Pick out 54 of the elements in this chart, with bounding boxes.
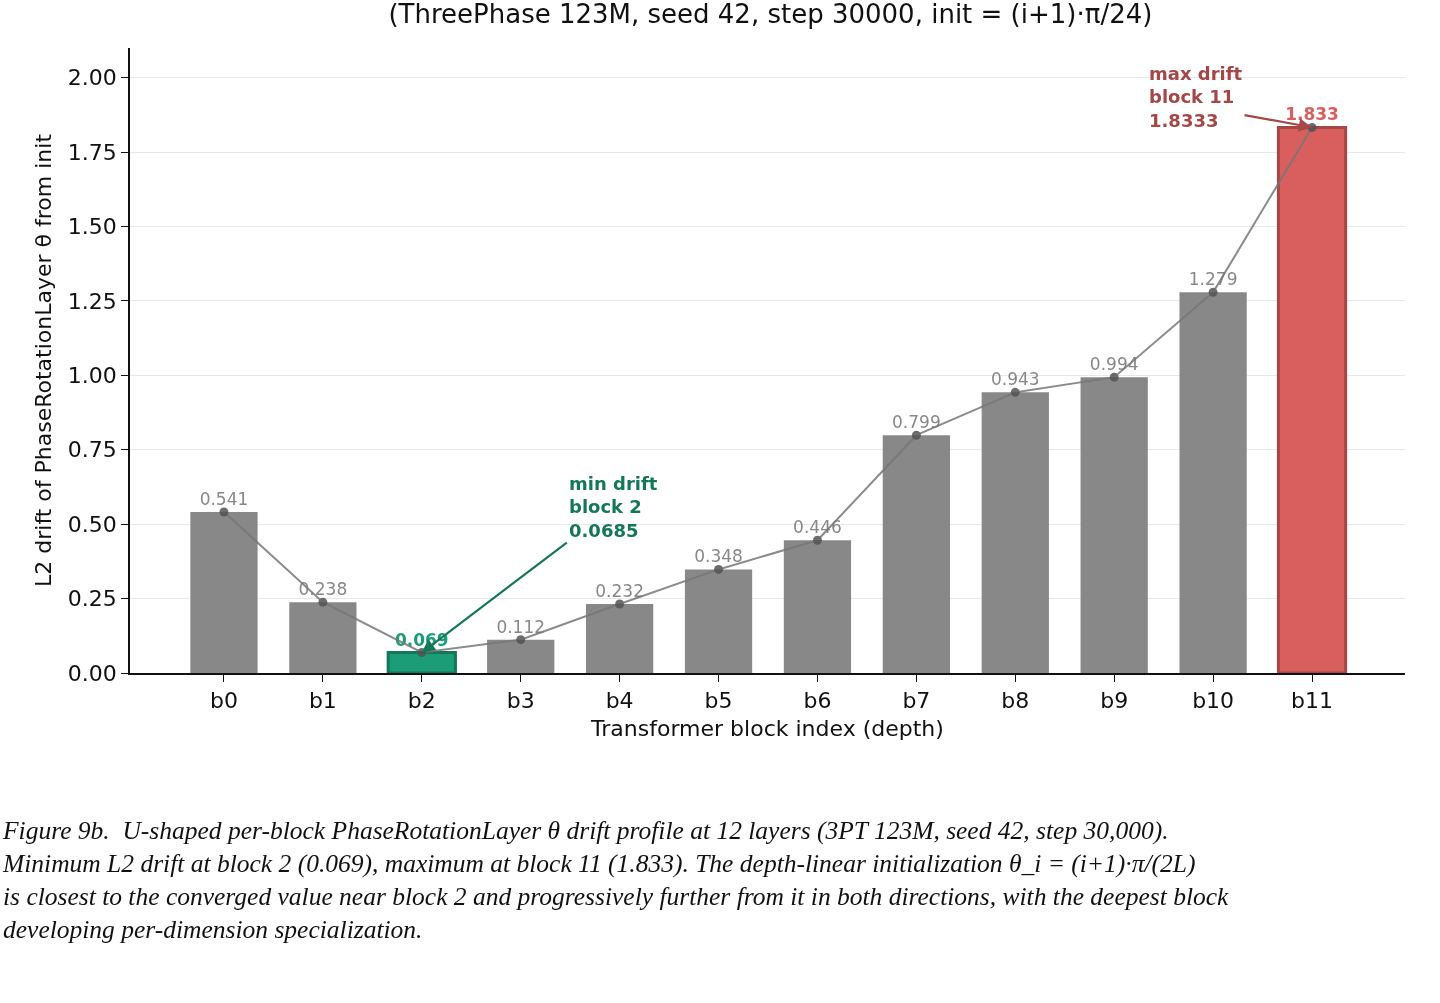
x-tick-label: b2 <box>407 688 436 714</box>
x-tick-label: b0 <box>209 688 238 714</box>
point <box>911 430 921 440</box>
point <box>318 597 328 607</box>
data-label: 0.541 <box>199 488 249 509</box>
bar <box>882 435 950 673</box>
y-tick-label: 1.25 <box>67 288 117 314</box>
x-tick-label: b4 <box>605 688 634 714</box>
y-tick-label: 2.00 <box>67 65 117 91</box>
bar <box>487 639 555 673</box>
point <box>1010 387 1020 397</box>
y-tick-label: 0.75 <box>67 437 117 463</box>
point <box>1109 372 1119 382</box>
x-tick-label: b3 <box>506 688 535 714</box>
data-label: 0.943 <box>990 369 1040 390</box>
data-label: 1.833 <box>1285 104 1339 125</box>
y-tick-label: 0.50 <box>67 511 117 537</box>
bar <box>190 511 258 673</box>
point <box>812 535 822 545</box>
data-label: 0.799 <box>892 412 941 433</box>
point <box>714 564 724 574</box>
x-tick-label: b10 <box>1192 688 1235 714</box>
data-label: 0.348 <box>694 546 743 567</box>
x-tick-label: b8 <box>1001 688 1030 714</box>
x-tick-label: b6 <box>803 688 832 714</box>
x-axis-title: Transformer block index (depth) <box>590 715 944 741</box>
bar <box>1080 377 1148 673</box>
y-tick-label: 1.50 <box>67 214 117 240</box>
annotation: min drift block 2 0.0685 <box>569 473 658 541</box>
data-label: 0.232 <box>595 580 644 601</box>
bar <box>981 392 1049 673</box>
point <box>516 635 526 645</box>
y-tick-label: 1.75 <box>67 139 117 165</box>
x-tick-label: b11 <box>1291 688 1333 714</box>
bar <box>783 540 852 673</box>
chart-title: (ThreePhase 123M, seed 42, step 30000, init = (i+1)·π/24) <box>388 0 1153 30</box>
annotation: max drift block 11 1.8333 <box>1149 63 1243 131</box>
bar <box>585 603 654 673</box>
x-tick-label: b7 <box>902 688 931 714</box>
y-tick-label: 1.00 <box>67 363 117 389</box>
y-axis-title: L2 drift of PhaseRotationLayer θ from init <box>31 133 57 588</box>
bar <box>289 602 357 673</box>
y-tick-label: 0.25 <box>67 586 117 612</box>
data-label: 0.112 <box>496 616 546 637</box>
caption: Figure 9b. U-shaped per-block PhaseRotationLayer θ drift profile at 12 layers (3PT 123M, seed 42, step 30,000). Minimum L2 drift at block 2 (0.069), maximum at block 11 (1.833). The depth-linear initialization θ_i = (i+1)·π/(2L) is closest to the converged value near block 2 and progressively further from it in both directions, with the deepest block developing per-dimension specialization. <box>2 816 1230 945</box>
point <box>219 507 229 517</box>
x-tick-label: b9 <box>1100 688 1129 714</box>
x-tick-label: b5 <box>704 688 733 714</box>
point <box>615 599 625 609</box>
x-tick-label: b1 <box>308 688 337 714</box>
y-tick-label: 0.00 <box>67 660 117 686</box>
bar <box>684 569 753 673</box>
bar <box>1179 292 1247 673</box>
point <box>1208 287 1218 297</box>
